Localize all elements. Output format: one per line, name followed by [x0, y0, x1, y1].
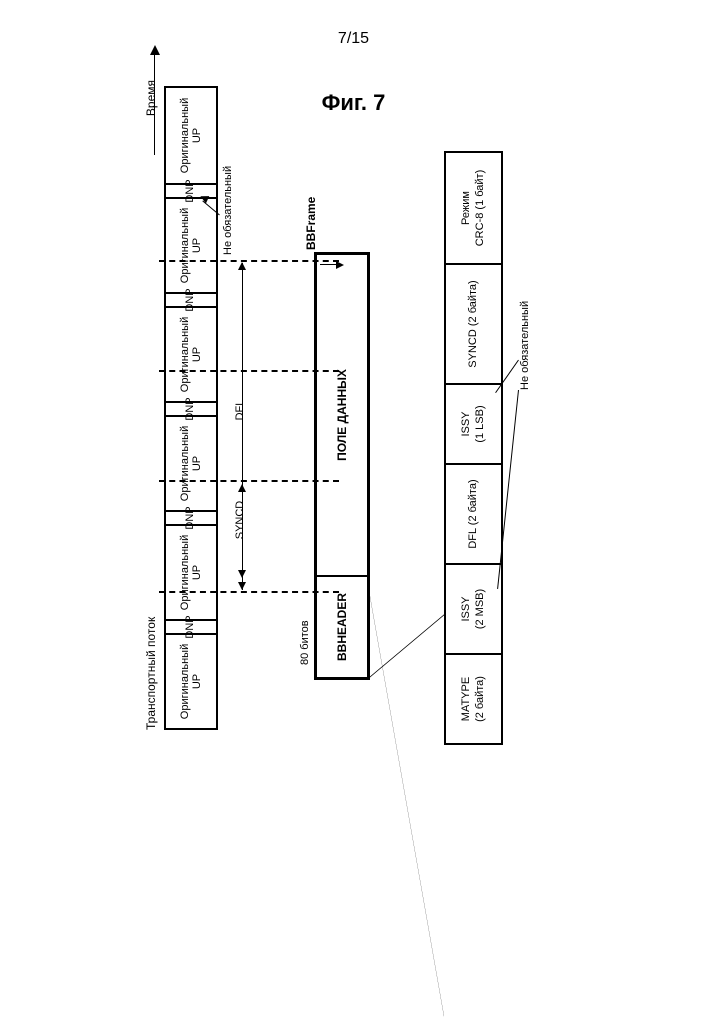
- bbheader-field-cell: РежимCRC-8 (1 байт): [446, 153, 501, 263]
- zoom-line: [367, 579, 444, 1017]
- diagram-canvas: Транспортный поток Время ОригинальныйUPD…: [104, 40, 604, 760]
- bbheader-field-cell: ISSY(2 MSB): [446, 563, 501, 653]
- arrow-left-icon: [238, 582, 246, 590]
- up-packet-cell: ОригинальныйUP: [166, 197, 216, 292]
- bbheader-field-cell: SYNCD (2 байта): [446, 263, 501, 383]
- dfl-measure-label: DFL: [234, 390, 246, 430]
- dashed-guideline: [159, 370, 339, 372]
- datafield-cell: ПОЛЕ ДАННЫХ: [317, 255, 367, 575]
- bbheader-cell: BBHEADER: [317, 575, 367, 677]
- dashed-guideline: [159, 260, 339, 262]
- bbframe-arrow-head: [336, 261, 344, 269]
- optional-label-1: Не обязательный: [222, 166, 234, 255]
- up-packet-cell: ОригинальныйUP: [166, 88, 216, 183]
- time-label: Время: [144, 80, 158, 116]
- bbheader-field-cell: DFL (2 байта): [446, 463, 501, 563]
- dnp-cell: DNP: [166, 401, 216, 415]
- time-arrow-head: [150, 45, 160, 55]
- bits-label: 80 битов: [299, 620, 311, 665]
- bbframe-arrow-line: [320, 264, 338, 265]
- optional-label-2: Не обязательный: [519, 301, 531, 390]
- arrow-left-icon: [238, 570, 246, 578]
- transport-stream-row: ОригинальныйUPDNPОригинальныйUPDNPОригин…: [164, 86, 218, 730]
- dashed-guideline: [159, 480, 339, 482]
- bbframe-label: BBFrame: [304, 197, 318, 250]
- dnp-cell: DNP: [166, 619, 216, 633]
- transport-stream-label: Транспортный поток: [144, 617, 158, 730]
- arrow-right-icon: [238, 262, 246, 270]
- dnp-cell: DNP: [166, 292, 216, 306]
- dashed-guideline: [159, 591, 339, 593]
- bbheader-field-cell: ISSY(1 LSB): [446, 383, 501, 463]
- up-packet-cell: ОригинальныйUP: [166, 524, 216, 619]
- bbheader-fields-row: MATYPE(2 байта)ISSY(2 MSB)DFL (2 байта)I…: [444, 151, 503, 745]
- up-packet-cell: ОригинальныйUP: [166, 415, 216, 510]
- up-packet-cell: ОригинальныйUP: [166, 633, 216, 728]
- bbheader-field-cell: MATYPE(2 байта): [446, 653, 501, 743]
- dfl-measure-line: [242, 263, 243, 578]
- syncd-measure-label: SYNCD: [234, 485, 246, 555]
- dnp-cell: DNP: [166, 510, 216, 524]
- up-packet-cell: ОригинальныйUP: [166, 306, 216, 401]
- bbframe-row: BBHEADER ПОЛЕ ДАННЫХ: [314, 252, 370, 680]
- time-arrow-line: [154, 55, 155, 155]
